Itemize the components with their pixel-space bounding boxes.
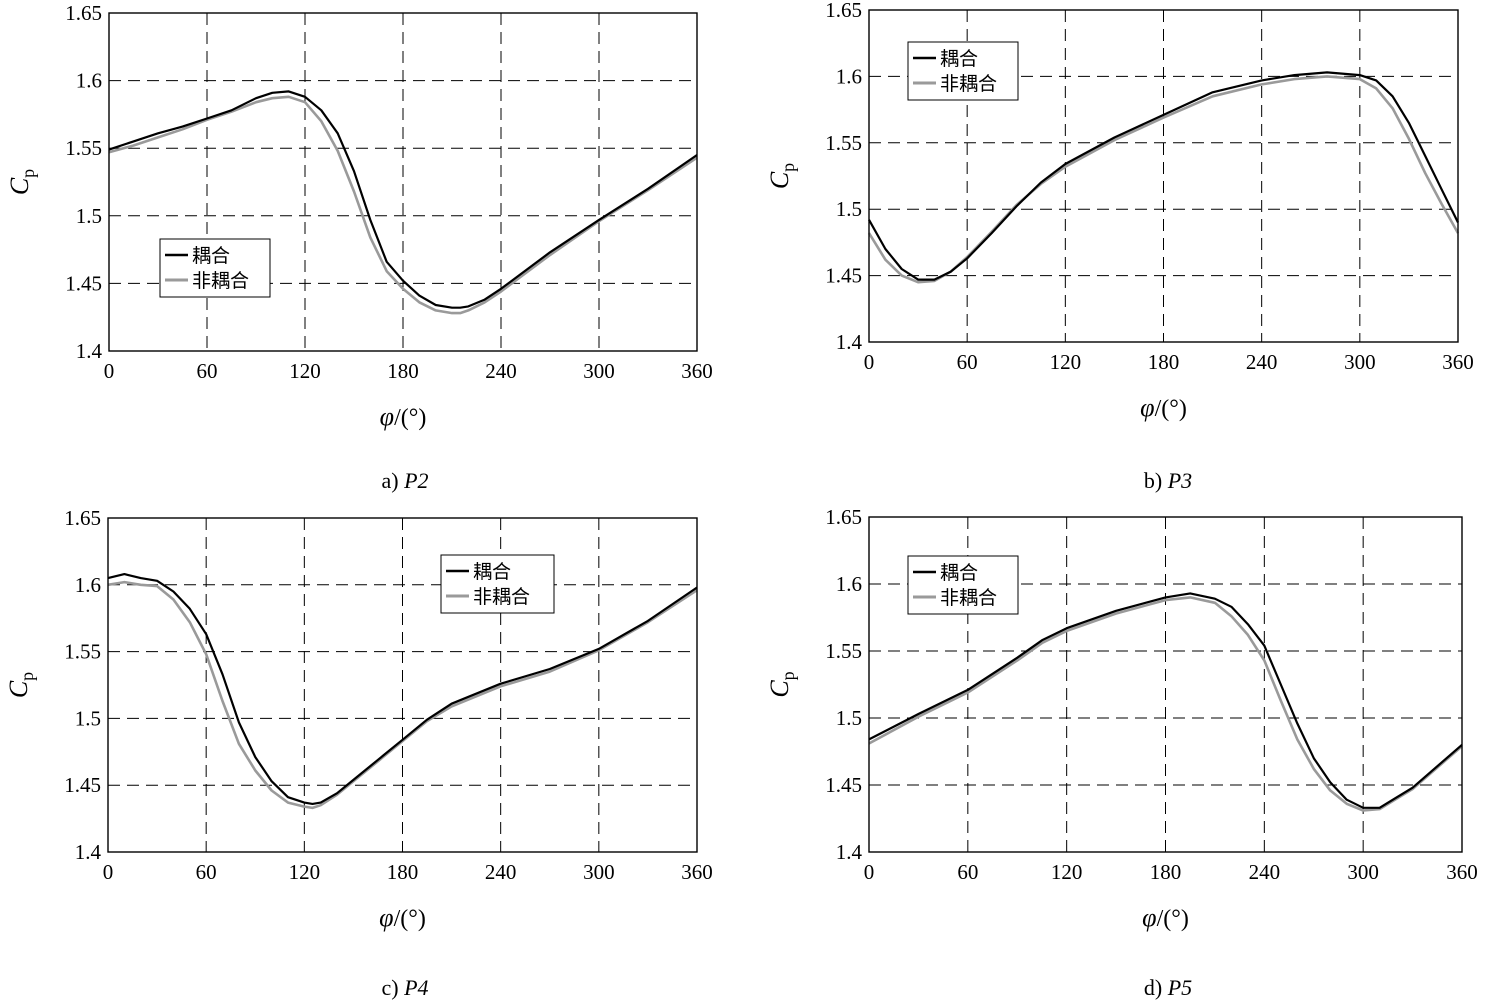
plot-frame	[108, 12, 698, 352]
legend-label-uncoupled: 非耦合	[192, 270, 249, 292]
legend-label-uncoupled: 非耦合	[473, 586, 530, 608]
y-tick-label: 1.45	[825, 773, 862, 797]
y-tick-label: 1.4	[836, 330, 863, 354]
plot-frame	[107, 517, 698, 853]
legend-label-coupled: 耦合	[940, 48, 978, 70]
y-tick-label: 1.5	[836, 197, 862, 221]
panel-caption: d) P5	[1144, 975, 1192, 1000]
chart-panel-1: 0 60 120 180 240 300 360 1.4 1.45 1.5 1.55 1.6 1.65 C…	[5, 1, 713, 493]
x-tick-label: 240	[1246, 350, 1278, 374]
x-tick-label: 360	[681, 860, 713, 884]
x-axis-label: φ/(°)	[379, 903, 426, 932]
x-tick-label: 60	[196, 860, 217, 884]
x-tick-label: 0	[864, 350, 875, 374]
y-tick-label: 1.55	[825, 639, 862, 663]
panel-caption: c) P4	[381, 975, 428, 1000]
y-tick-label: 1.65	[65, 1, 102, 25]
panel-caption: a) P2	[381, 468, 428, 493]
x-tick-label: 360	[1442, 350, 1474, 374]
legend-box	[159, 238, 271, 298]
series-line-uncoupled	[107, 580, 698, 810]
y-tick-label: 1.5	[75, 706, 101, 730]
x-tick-label: 0	[864, 860, 875, 884]
x-tick-label: 180	[387, 359, 419, 383]
x-tick-label: 60	[957, 350, 978, 374]
x-tick-label: 360	[1446, 860, 1478, 884]
y-tick-label: 1.45	[825, 264, 862, 288]
x-tick-label: 300	[1347, 860, 1379, 884]
legend-label-coupled: 耦合	[940, 562, 978, 584]
x-tick-label: 300	[583, 860, 615, 884]
series-line-coupled	[107, 573, 698, 805]
y-tick-label: 1.65	[64, 506, 101, 530]
x-tick-label: 0	[103, 860, 114, 884]
x-tick-label: 300	[583, 359, 615, 383]
x-tick-label: 60	[957, 860, 978, 884]
y-axis-label: Cp	[4, 672, 37, 698]
x-tick-label: 360	[681, 359, 713, 383]
y-tick-label: 1.55	[65, 136, 102, 160]
x-tick-label: 120	[1050, 350, 1082, 374]
y-tick-label: 1.65	[825, 505, 862, 529]
x-tick-label: 300	[1344, 350, 1376, 374]
chart-panel-3: 0 60 120 180 240 300 360 1.4 1.45 1.5 1.55 1.6 1.65 C…	[4, 506, 713, 1000]
legend-box	[440, 554, 555, 614]
y-tick-label: 1.4	[836, 840, 863, 864]
series-line-coupled	[868, 71, 1459, 281]
x-axis-label: φ/(°)	[1142, 903, 1189, 932]
series-line-uncoupled	[108, 95, 698, 315]
y-axis-label: Cp	[5, 169, 38, 195]
x-tick-label: 120	[289, 860, 321, 884]
plot-frame	[868, 9, 1459, 343]
y-tick-label: 1.6	[75, 573, 101, 597]
x-tick-label: 240	[485, 359, 517, 383]
series-line-uncoupled	[867, 75, 1460, 284]
legend-box	[907, 41, 1019, 101]
chart-panel-2: 0 60 120 180 240 300 360 1.4 1.45 1.5 1.55 1.6 1.65 C…	[765, 0, 1474, 493]
legend-label-coupled: 耦合	[473, 561, 511, 583]
y-tick-label: 1.5	[836, 706, 862, 730]
legend-label-uncoupled: 非耦合	[940, 587, 997, 609]
y-tick-label: 1.55	[64, 640, 101, 664]
x-tick-label: 180	[387, 860, 419, 884]
chart-panel-4: 0 60 120 180 240 300 360 1.4 1.45 1.5 1.55 1.6 1.65 C…	[765, 505, 1478, 1000]
y-tick-label: 1.6	[836, 572, 862, 596]
y-tick-label: 1.45	[65, 271, 102, 295]
plot-frame	[868, 516, 1463, 853]
x-axis-label: φ/(°)	[380, 402, 427, 431]
y-tick-label: 1.5	[76, 204, 102, 228]
y-axis-label: Cp	[765, 671, 798, 697]
y-tick-label: 1.55	[825, 131, 862, 155]
series-line-coupled	[108, 90, 698, 309]
panel-caption: b) P3	[1144, 468, 1192, 493]
y-tick-label: 1.65	[825, 0, 862, 22]
y-tick-label: 1.6	[76, 69, 102, 93]
y-tick-label: 1.6	[836, 64, 862, 88]
x-tick-label: 240	[1249, 860, 1281, 884]
legend-label-uncoupled: 非耦合	[940, 73, 997, 95]
legend-label-coupled: 耦合	[192, 245, 230, 267]
x-tick-label: 240	[485, 860, 517, 884]
y-axis-label: Cp	[765, 163, 798, 189]
legend-box	[907, 555, 1019, 615]
y-tick-label: 1.45	[64, 773, 101, 797]
x-tick-label: 120	[1051, 860, 1083, 884]
x-tick-label: 0	[104, 359, 115, 383]
y-tick-label: 1.4	[75, 840, 102, 864]
x-axis-label: φ/(°)	[1140, 393, 1187, 422]
x-tick-label: 180	[1148, 350, 1180, 374]
x-tick-label: 60	[197, 359, 218, 383]
x-tick-label: 180	[1150, 860, 1182, 884]
series-line-uncoupled	[868, 596, 1463, 812]
y-tick-label: 1.4	[76, 339, 103, 363]
x-tick-label: 120	[289, 359, 321, 383]
series-line-coupled	[868, 592, 1463, 809]
